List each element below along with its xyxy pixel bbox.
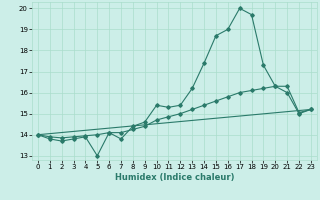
X-axis label: Humidex (Indice chaleur): Humidex (Indice chaleur) <box>115 173 234 182</box>
